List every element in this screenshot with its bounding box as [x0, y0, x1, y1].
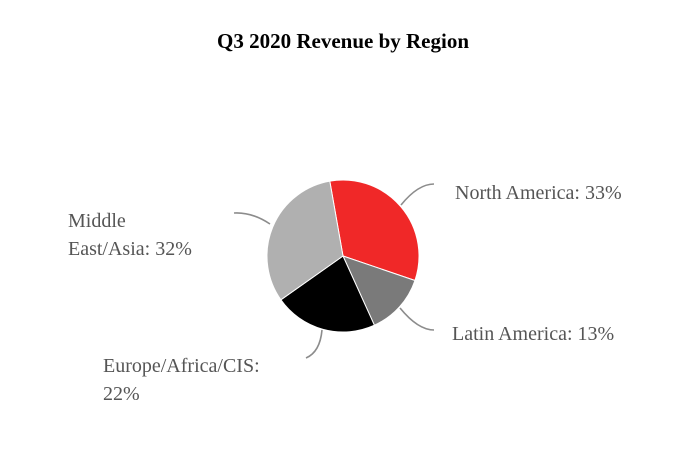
slice-label-line: Middle [68, 210, 126, 232]
slice-label: Latin America: 13% [452, 323, 614, 345]
pie-slices [266, 179, 420, 333]
slice-label-line: Latin America: 13% [452, 323, 614, 345]
pie-slice-europe-africa-cis [280, 255, 376, 333]
slice-label-line: 22% [103, 383, 140, 405]
leader-line [400, 183, 435, 206]
leader-lines [233, 183, 435, 359]
slice-label: Middle East/Asia: 32% [68, 210, 192, 260]
slice-label-line: North America: 33% [455, 182, 622, 204]
slice-label-line: East/Asia: 32% [68, 238, 192, 260]
pie-slice-latin-america [342, 255, 416, 326]
leader-line [233, 212, 271, 225]
slice-label-line: Europe/Africa/CIS: [103, 355, 260, 377]
slice-label: North America: 33% [455, 182, 622, 204]
chart-title: Q3 2020 Revenue by Region [217, 29, 469, 53]
slice-label: Europe/Africa/CIS: 22% [103, 355, 260, 405]
leader-line [305, 329, 323, 359]
leader-line [399, 307, 435, 331]
slice-labels: North America: 33% Latin America: 13% Euro… [68, 182, 622, 405]
pie-slice-north-america [329, 179, 420, 282]
pie-slice-middle-east-asia [266, 180, 344, 301]
